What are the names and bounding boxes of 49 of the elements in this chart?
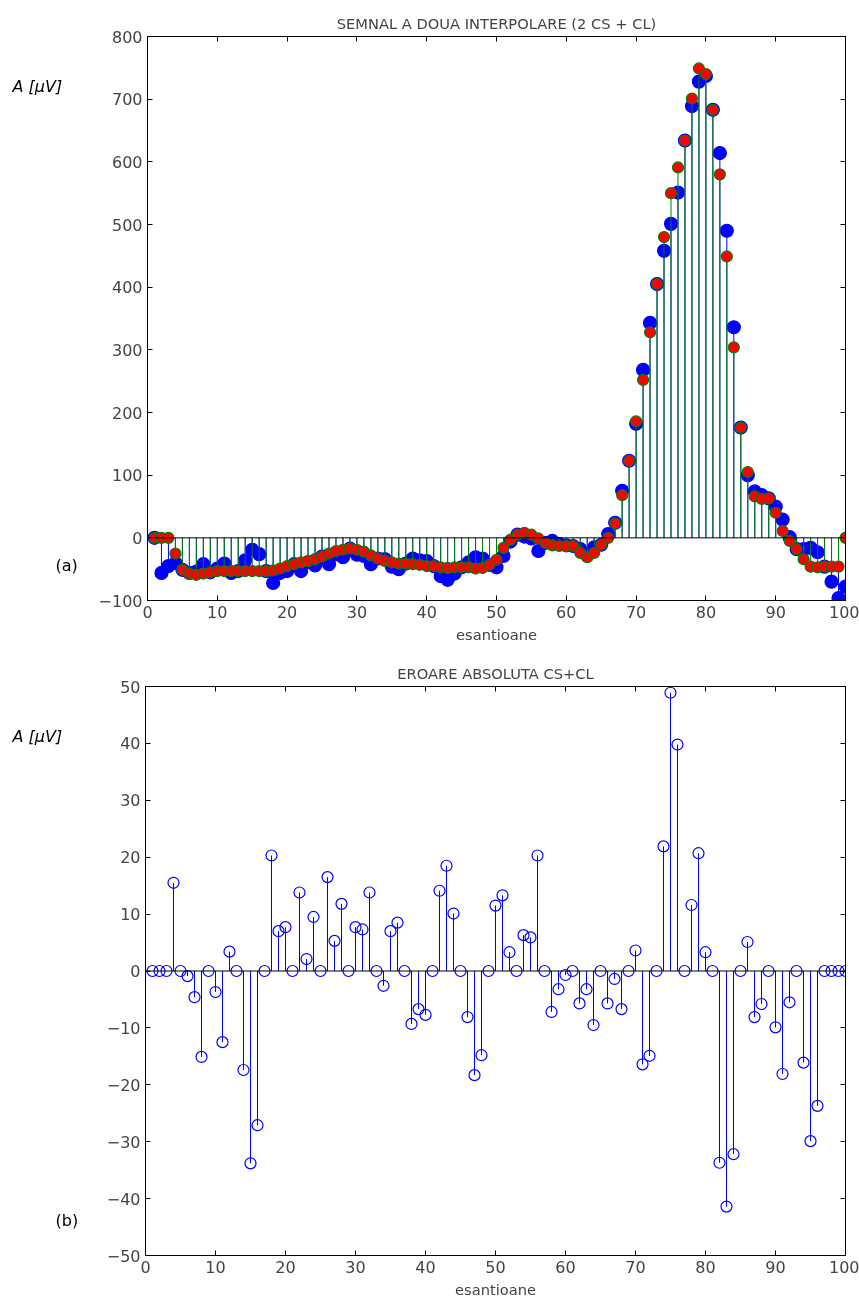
x-tick-label: 70 <box>625 1257 646 1277</box>
x-tick-label: 100 <box>828 1257 859 1277</box>
y-tick-label: 100 <box>111 466 143 486</box>
y-tick-label: 40 <box>120 734 141 754</box>
x-tick-label: 60 <box>556 602 577 622</box>
y-tick-label: 600 <box>111 152 143 172</box>
y-tick-label: 0 <box>132 528 143 548</box>
x-tick-label: 20 <box>276 602 298 622</box>
x-tick-label: 90 <box>765 602 786 622</box>
text: (b) <box>55 1211 79 1231</box>
y-tick-label: 30 <box>120 791 141 811</box>
y-tick-label: 50 <box>120 677 141 697</box>
x-tick-label: 40 <box>415 1257 436 1277</box>
y-tick-label: 700 <box>111 90 143 110</box>
x-tick-label: 30 <box>345 1257 366 1277</box>
x-tick-label: 40 <box>416 602 437 622</box>
y-tick-label: −30 <box>106 1132 141 1152</box>
x-tick-label: 50 <box>486 602 507 622</box>
x-tick-label: 10 <box>205 1257 226 1277</box>
y-tick-label: −40 <box>106 1189 141 1209</box>
y-tick-label: −50 <box>106 1246 141 1266</box>
y-tick-label: 800 <box>111 27 143 47</box>
y-tick-label: −20 <box>106 1075 141 1095</box>
x-axis-title: esantioane <box>455 1280 536 1298</box>
y-tick-label: 20 <box>120 848 141 868</box>
text: (a) <box>55 556 78 576</box>
y-tick-label: 400 <box>111 278 143 298</box>
x-tick-label: 90 <box>765 1257 786 1277</box>
y-tick-label: −10 <box>106 1018 141 1038</box>
y-tick-label: 10 <box>120 905 141 925</box>
x-tick-label: 10 <box>207 602 228 622</box>
x-tick-label: 50 <box>485 1257 506 1277</box>
y-tick-label: 300 <box>111 340 143 360</box>
x-tick-label: 60 <box>555 1257 576 1277</box>
y-tick-label: −100 <box>98 591 143 611</box>
x-axis-title: esantioane <box>456 625 537 643</box>
chart-title: SEMNAL A DOUA INTERPOLARE (2 CS + CL) <box>336 14 657 32</box>
y-tick-label: 500 <box>111 215 143 235</box>
y-axis-title: A [μV] <box>11 77 63 97</box>
x-tick-label: 100 <box>828 602 859 622</box>
x-tick-label: 20 <box>275 1257 296 1277</box>
x-tick-label: 80 <box>695 602 717 622</box>
y-tick-label: 200 <box>111 403 143 423</box>
y-axis-title: A [μV] <box>11 727 63 747</box>
x-tick-label: 70 <box>625 602 647 622</box>
x-tick-label: 80 <box>695 1257 716 1277</box>
chart-title: EROARE ABSOLUTA CS+CL <box>397 664 595 682</box>
x-tick-label: 30 <box>346 602 368 622</box>
y-tick-label: 0 <box>130 962 141 981</box>
